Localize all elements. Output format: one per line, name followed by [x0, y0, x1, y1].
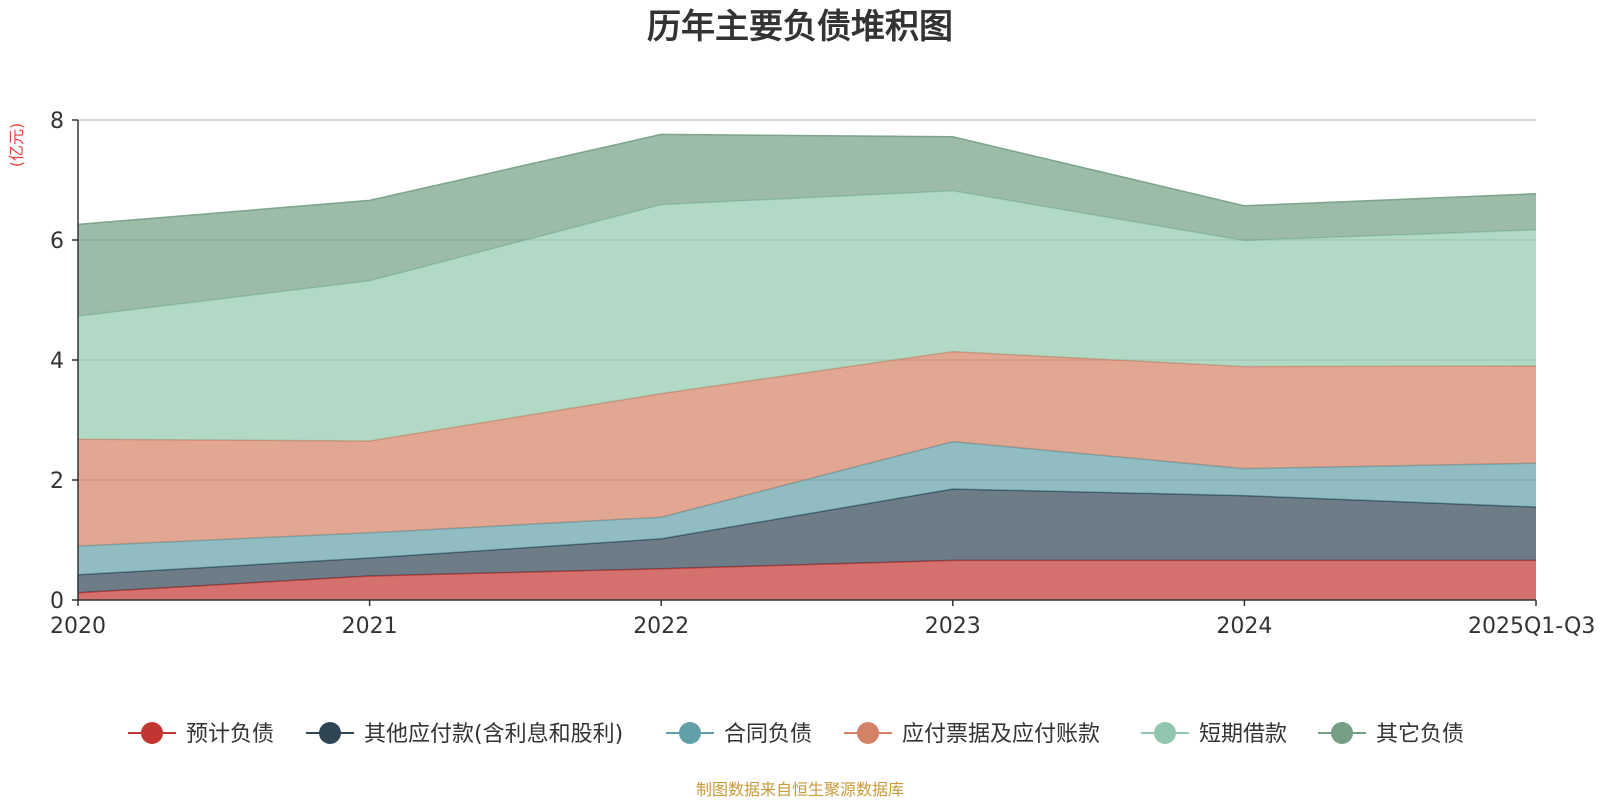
chart-title: 历年主要负债堆积图 — [647, 7, 953, 47]
legend-item-3[interactable]: 应付票据及应付账款 — [844, 722, 1100, 747]
x-tick-label: 2020 — [50, 614, 106, 639]
legend-label: 合同负债 — [724, 722, 812, 747]
legend-label: 其他应付款(含利息和股利) — [364, 722, 623, 747]
legend-item-0[interactable]: 预计负债 — [128, 722, 274, 747]
data-source-note: 制图数据来自恒生聚源数据库 — [696, 780, 904, 799]
legend-item-2[interactable]: 合同负债 — [666, 722, 812, 747]
legend[interactable]: 预计负债 其他应付款(含利息和股利) 合同负债 应付票据及应付账款 短期借款 其它负债 — [128, 722, 1464, 747]
legend-marker-icon — [1154, 722, 1176, 744]
y-tick-label: 4 — [50, 349, 64, 374]
legend-item-5[interactable]: 其它负债 — [1318, 722, 1464, 747]
legend-item-4[interactable]: 短期借款 — [1141, 722, 1287, 747]
legend-marker-icon — [679, 722, 701, 744]
axes: 0 2 4 6 8 2020 2021 2022 2023 2024 2025Q1-Q3 — [50, 109, 1595, 639]
y-axis-unit-label: (亿元) — [7, 123, 26, 168]
area-series-5 — [78, 134, 1536, 317]
legend-marker-icon — [1331, 722, 1353, 744]
area-series-1 — [78, 489, 1536, 593]
legend-label: 预计负债 — [186, 722, 274, 747]
x-tick-label: 2022 — [633, 614, 689, 639]
area-series-top-line-5 — [77, 133, 1537, 226]
area-series-2 — [78, 441, 1536, 575]
x-tick-label: 2024 — [1216, 614, 1272, 639]
legend-marker-icon — [141, 722, 163, 744]
legend-label: 其它负债 — [1376, 722, 1464, 747]
area-series-0 — [78, 560, 1536, 600]
legend-item-1[interactable]: 其他应付款(含利息和股利) — [306, 722, 623, 747]
y-tick-label: 8 — [50, 109, 64, 134]
x-tick-label: 2023 — [925, 614, 981, 639]
area-series-4 — [78, 190, 1536, 441]
x-tick-label: 2025Q1-Q3 — [1468, 614, 1595, 639]
legend-marker-icon — [319, 722, 341, 744]
area-series-3 — [78, 351, 1536, 546]
y-tick-label: 0 — [50, 589, 64, 614]
x-tick-label: 2021 — [342, 614, 398, 639]
legend-label: 应付票据及应付账款 — [902, 722, 1100, 747]
y-tick-label: 2 — [50, 469, 64, 494]
y-tick-label: 6 — [50, 229, 64, 254]
legend-label: 短期借款 — [1199, 722, 1287, 747]
legend-marker-icon — [857, 722, 879, 744]
series-areas — [77, 133, 1537, 600]
